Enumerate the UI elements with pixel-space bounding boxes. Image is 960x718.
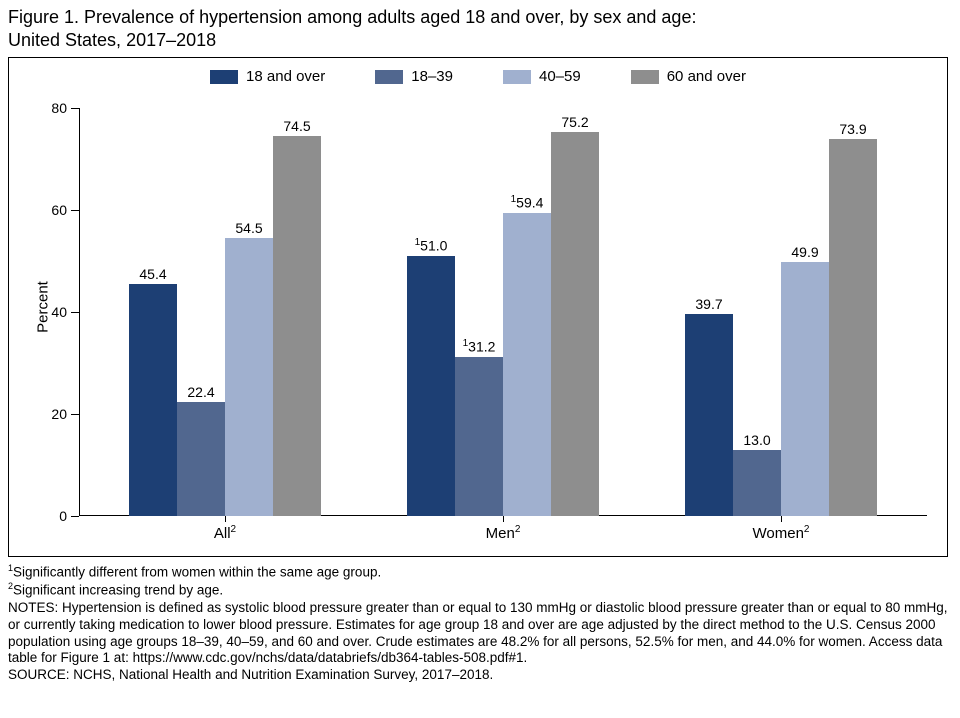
y-tick-label: 40 <box>37 304 67 320</box>
bar: 159.4 <box>503 213 551 516</box>
bar: 49.9 <box>781 262 829 516</box>
y-axis-line <box>79 108 80 516</box>
x-tick <box>781 516 782 522</box>
bar-value-label: 75.2 <box>561 114 588 132</box>
bar-group: 45.422.454.574.5All2 <box>129 108 321 516</box>
footnote-notes: NOTES: Hypertension is defined as systol… <box>8 600 952 668</box>
bar-group: 39.713.049.973.9Women2 <box>685 108 877 516</box>
bar-value-label: 131.2 <box>463 338 496 357</box>
bar: 13.0 <box>733 450 781 516</box>
legend: 18 and over 18–39 40–59 60 and over <box>9 68 947 85</box>
y-tick-label: 0 <box>37 508 67 524</box>
legend-swatch <box>210 70 238 84</box>
legend-swatch <box>375 70 403 84</box>
legend-item: 60 and over <box>631 68 746 85</box>
bar: 45.4 <box>129 284 177 516</box>
bar-value-label: 151.0 <box>415 237 448 256</box>
legend-item: 40–59 <box>503 68 581 85</box>
bar-value-label: 74.5 <box>283 118 310 136</box>
bar: 131.2 <box>455 357 503 516</box>
bar-value-label: 54.5 <box>235 220 262 238</box>
y-tick-label: 20 <box>37 406 67 422</box>
bar: 151.0 <box>407 256 455 516</box>
plot-area: 02040608045.422.454.574.5All2151.0131.21… <box>79 108 927 516</box>
y-tick <box>71 312 79 313</box>
figure-title: Figure 1. Prevalence of hypertension amo… <box>0 0 960 53</box>
bar: 74.5 <box>273 136 321 516</box>
bar: 73.9 <box>829 139 877 516</box>
bar-value-label: 73.9 <box>839 121 866 139</box>
y-tick <box>71 516 79 517</box>
legend-item: 18–39 <box>375 68 453 85</box>
bar-value-label: 13.0 <box>743 432 770 450</box>
bar-value-label: 39.7 <box>695 296 722 314</box>
legend-label: 40–59 <box>539 68 581 85</box>
chart-container: 18 and over18–3940–5960 and over Percent… <box>8 57 948 557</box>
figure-title-line-2: United States, 2017–2018 <box>8 29 952 52</box>
bar: 54.5 <box>225 238 273 516</box>
legend-swatch <box>503 70 531 84</box>
x-tick <box>503 516 504 522</box>
bar-value-label: 159.4 <box>511 194 544 213</box>
figure-title-line-1: Figure 1. Prevalence of hypertension amo… <box>8 6 952 29</box>
legend-swatch <box>631 70 659 84</box>
bar-group: 151.0131.2159.475.2Men2 <box>407 108 599 516</box>
bar: 75.2 <box>551 132 599 516</box>
legend-label: 18 and over <box>246 68 325 85</box>
y-tick <box>71 210 79 211</box>
footnote-2: 2Significant increasing trend by age. <box>8 581 952 599</box>
footnote-source: SOURCE: NCHS, National Health and Nutrit… <box>8 667 952 684</box>
bar: 22.4 <box>177 402 225 516</box>
bar: 39.7 <box>685 314 733 516</box>
bar-value-label: 22.4 <box>187 384 214 402</box>
y-tick-label: 80 <box>37 100 67 116</box>
bar-value-label: 49.9 <box>791 244 818 262</box>
legend-label: 60 and over <box>667 68 746 85</box>
legend-item: 18 and over <box>210 68 325 85</box>
footnote-1: 1Significantly different from women with… <box>8 563 952 581</box>
bar-value-label: 45.4 <box>139 266 166 284</box>
y-tick-label: 60 <box>37 202 67 218</box>
footnotes: 1Significantly different from women with… <box>0 561 960 684</box>
legend-label: 18–39 <box>411 68 453 85</box>
y-tick <box>71 414 79 415</box>
x-tick <box>225 516 226 522</box>
y-tick <box>71 108 79 109</box>
